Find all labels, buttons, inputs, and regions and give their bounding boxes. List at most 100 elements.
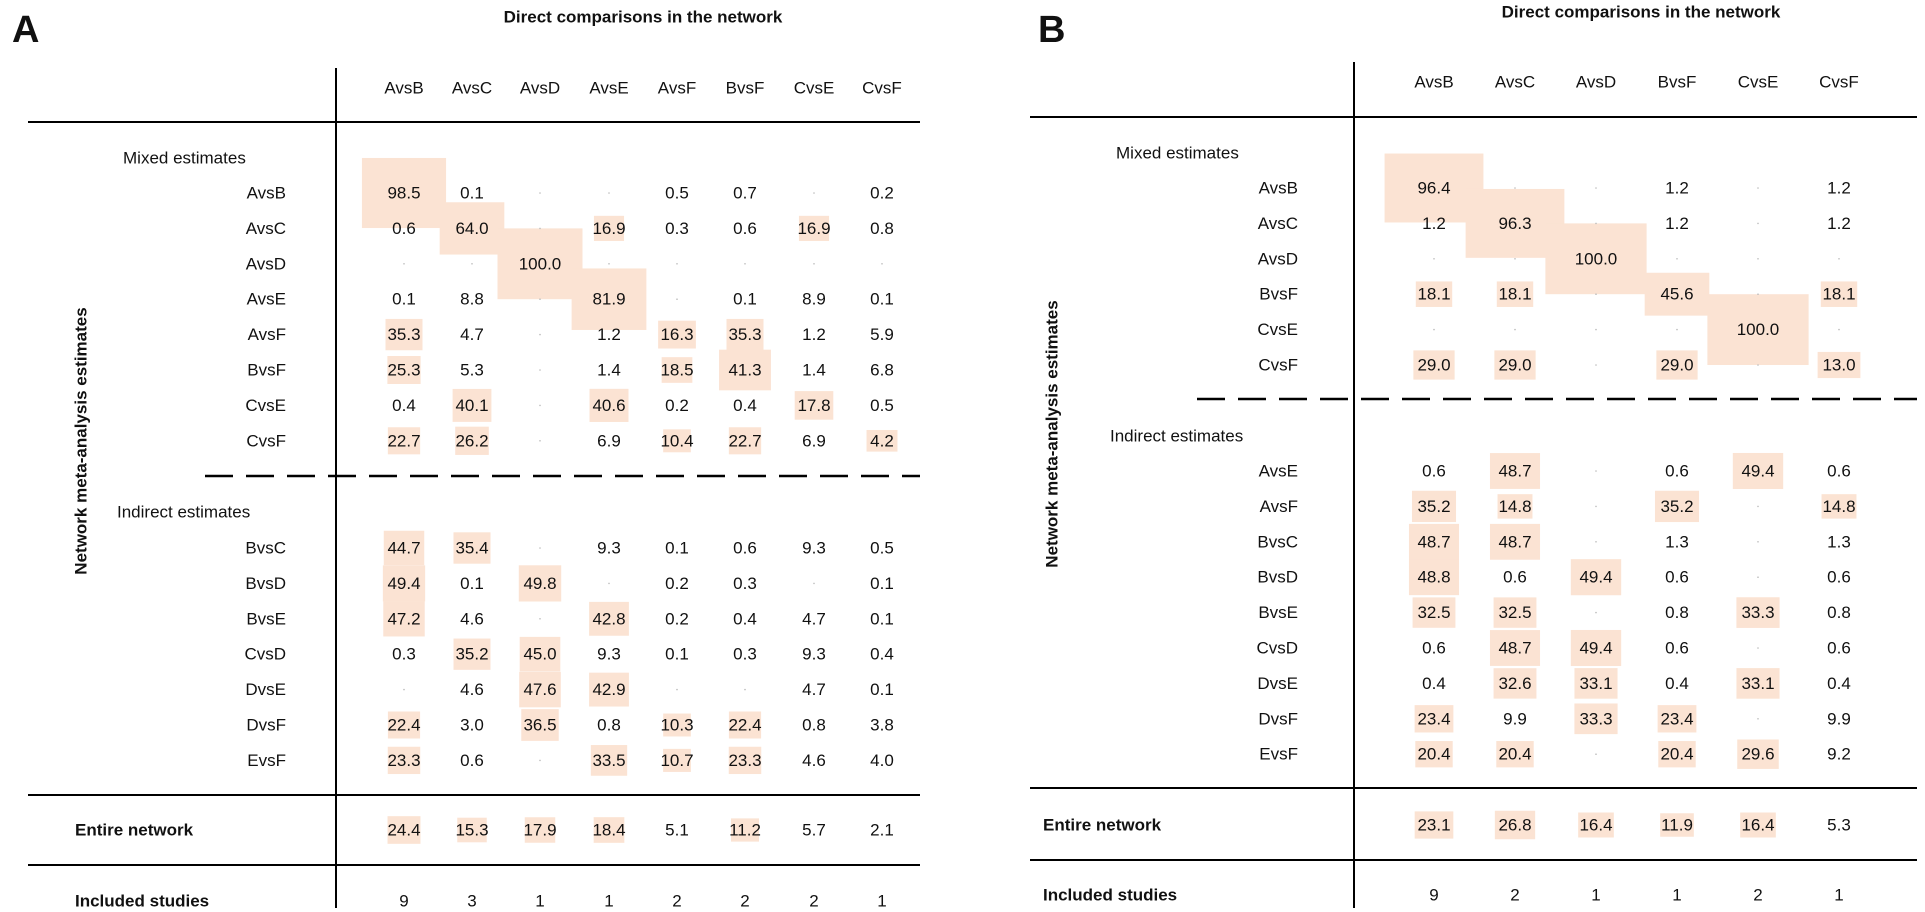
row-label: AvsC bbox=[246, 219, 286, 238]
contribution-shade bbox=[1820, 281, 1858, 307]
cell-value: 18.1 bbox=[1417, 285, 1450, 304]
empty-cell-dot bbox=[1757, 576, 1759, 578]
contribution-shade bbox=[1578, 812, 1614, 838]
row-label: BvsC bbox=[245, 539, 286, 558]
cell-value: 0.6 bbox=[1827, 568, 1851, 587]
contribution-shade bbox=[387, 356, 421, 384]
empty-cell-dot bbox=[539, 192, 541, 194]
included-studies-value: 1 bbox=[1834, 886, 1843, 905]
empty-cell-dot bbox=[744, 688, 746, 691]
contribution-shade bbox=[1545, 223, 1647, 295]
cell-value: 4.6 bbox=[802, 751, 826, 770]
cell-value: 45.6 bbox=[1660, 285, 1693, 304]
empty-cell-dot bbox=[539, 404, 541, 407]
cell-value: 0.2 bbox=[665, 396, 689, 415]
cell-value: 100.0 bbox=[1575, 249, 1618, 268]
contribution-shade bbox=[1411, 490, 1457, 523]
cell-value: 0.1 bbox=[665, 539, 689, 558]
entire-network-value: 5.7 bbox=[802, 821, 826, 840]
cell-value: 4.7 bbox=[802, 609, 826, 628]
cell-value: 9.3 bbox=[597, 539, 621, 558]
cell-value: 0.6 bbox=[1665, 462, 1689, 481]
row-label: AvsF bbox=[248, 325, 286, 344]
section-label-mixed: Mixed estimates bbox=[1116, 144, 1239, 163]
cell-value: 1.3 bbox=[1827, 532, 1851, 551]
y-axis-label: Network meta-analysis estimates bbox=[72, 307, 91, 574]
row-label: CvsD bbox=[1256, 639, 1298, 658]
contribution-shade bbox=[1414, 705, 1454, 733]
contribution-shade bbox=[497, 228, 583, 300]
empty-cell-dot bbox=[1595, 505, 1597, 508]
entire-network-value: 15.3 bbox=[455, 821, 488, 840]
cell-value: 17.8 bbox=[797, 396, 830, 415]
cell-value: 0.1 bbox=[870, 290, 894, 309]
cell-value: 0.1 bbox=[870, 680, 894, 699]
cell-value: 42.8 bbox=[592, 609, 625, 628]
empty-cell-dot bbox=[1838, 328, 1840, 331]
contribution-shade bbox=[728, 427, 762, 455]
contribution-shade bbox=[518, 565, 562, 602]
contribution-shade bbox=[1821, 494, 1857, 519]
entire-network-value: 11.2 bbox=[729, 821, 761, 840]
contribution-shade bbox=[383, 601, 425, 637]
empty-cell-dot bbox=[1514, 258, 1516, 260]
cell-value: 100.0 bbox=[1737, 320, 1780, 339]
empty-cell-dot bbox=[1757, 505, 1759, 508]
cell-value: 22.7 bbox=[387, 431, 420, 450]
cell-value: 18.1 bbox=[1498, 285, 1531, 304]
cell-value: 1.2 bbox=[597, 325, 621, 344]
empty-cell-dot bbox=[539, 333, 541, 336]
row-label: AvsE bbox=[1259, 462, 1298, 481]
cell-value: 23.4 bbox=[1417, 709, 1450, 728]
cell-value: 0.5 bbox=[665, 184, 689, 203]
column-header: CvsE bbox=[794, 79, 835, 98]
cell-value: 49.4 bbox=[1579, 568, 1612, 587]
cell-value: 0.6 bbox=[1665, 568, 1689, 587]
cell-value: 0.6 bbox=[733, 219, 757, 238]
cell-value: 0.3 bbox=[665, 219, 689, 238]
contribution-shade bbox=[1656, 350, 1698, 380]
cell-value: 64.0 bbox=[455, 219, 488, 238]
empty-cell-dot bbox=[1595, 364, 1597, 366]
cell-value: 32.5 bbox=[1417, 603, 1450, 622]
panel-letter: A bbox=[12, 9, 39, 51]
cell-value: 8.9 bbox=[802, 290, 826, 309]
column-header: AvsD bbox=[1576, 73, 1616, 92]
empty-cell-dot bbox=[539, 440, 541, 442]
row-label: AvsD bbox=[1258, 249, 1298, 268]
cell-value: 40.1 bbox=[455, 396, 488, 415]
contribution-shade bbox=[1493, 597, 1537, 628]
empty-cell-dot bbox=[1595, 611, 1597, 614]
row-label: CvsF bbox=[1258, 356, 1298, 375]
contribution-shade bbox=[1496, 741, 1534, 768]
empty-cell-dot bbox=[608, 192, 610, 194]
cell-value: 0.8 bbox=[597, 716, 621, 735]
included-studies-value: 2 bbox=[672, 892, 681, 911]
contribution-shade bbox=[1489, 523, 1541, 560]
contribution-shade bbox=[519, 636, 561, 672]
cell-value: 47.2 bbox=[387, 609, 420, 628]
cell-value: 0.1 bbox=[870, 609, 894, 628]
included-studies-label: Included studies bbox=[1043, 886, 1177, 905]
row-label: BvsD bbox=[1257, 568, 1298, 587]
y-axis-label: Network meta-analysis estimates bbox=[1043, 300, 1062, 567]
contribution-shade bbox=[661, 357, 693, 383]
cell-value: 0.2 bbox=[665, 609, 689, 628]
cell-value: 1.2 bbox=[1665, 179, 1689, 198]
panel-title: Direct comparisons in the network bbox=[1502, 3, 1781, 22]
contribution-shade bbox=[1707, 294, 1809, 365]
cell-value: 0.1 bbox=[870, 574, 894, 593]
entire-network-value: 16.4 bbox=[1579, 816, 1612, 835]
cell-value: 0.8 bbox=[802, 716, 826, 735]
contribution-shade bbox=[1413, 350, 1455, 380]
row-label: CvsE bbox=[245, 396, 286, 415]
cell-value: 33.3 bbox=[1741, 603, 1774, 622]
included-studies-value: 2 bbox=[809, 892, 818, 911]
cell-value: 42.9 bbox=[592, 680, 625, 699]
cell-value: 1.2 bbox=[1422, 214, 1446, 233]
cell-value: 10.7 bbox=[660, 751, 693, 770]
cell-value: 9.3 bbox=[802, 645, 826, 664]
column-header: CvsE bbox=[1738, 73, 1779, 92]
row-label: CvsF bbox=[246, 431, 286, 450]
empty-cell-dot bbox=[813, 582, 815, 585]
